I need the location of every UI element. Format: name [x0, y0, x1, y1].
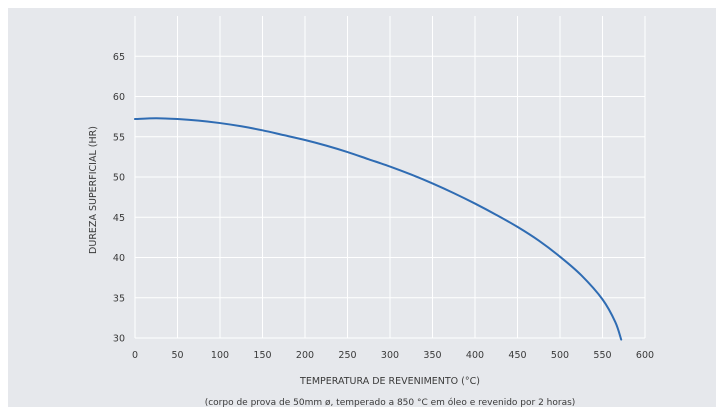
x-tick-labels: 0 50 100 150 200 250 300 350 400 450 500 550 600: [132, 350, 654, 361]
y-tick-label: 35: [113, 293, 125, 304]
y-tick-label: 60: [113, 92, 125, 103]
tempering-hardness-chart: 30 35 40 45 50 55 60 65 0 50 100 150 200 250 300 350 40…: [88, 16, 654, 407]
x-tick-label: 250: [338, 350, 356, 361]
x-tick-label: 550: [593, 350, 611, 361]
y-axis-title: DUREZA SUPERFICIAL (HR): [88, 126, 99, 254]
y-tick-label: 65: [113, 52, 125, 63]
x-tick-label: 500: [551, 350, 569, 361]
x-tick-label: 300: [381, 350, 399, 361]
series-line: [134, 117, 623, 341]
x-axis-title: TEMPERATURA DE REVENIMENTO (°C): [299, 376, 480, 387]
x-tick-label: 150: [253, 350, 271, 361]
x-tick-label: 100: [211, 350, 229, 361]
x-tick-label: 400: [466, 350, 484, 361]
grid: [134, 16, 646, 339]
chart-footnote: (corpo de prova de 50mm ø, temperado a 8…: [205, 397, 576, 407]
x-tick-label: 450: [508, 350, 526, 361]
y-tick-label: 30: [113, 334, 125, 345]
x-tick-label: 600: [636, 350, 654, 361]
y-tick-label: 45: [113, 213, 125, 224]
x-tick-label: 0: [132, 350, 138, 361]
x-tick-label: 50: [171, 350, 183, 361]
y-tick-labels: 30 35 40 45 50 55 60 65: [113, 52, 125, 345]
y-tick-label: 40: [113, 253, 125, 264]
y-tick-label: 50: [113, 173, 125, 184]
chart-panel: 30 35 40 45 50 55 60 65 0 50 100 150 200 250 300 350 40…: [8, 8, 716, 407]
y-tick-label: 55: [113, 132, 125, 143]
x-tick-label: 350: [423, 350, 441, 361]
x-tick-label: 200: [296, 350, 314, 361]
